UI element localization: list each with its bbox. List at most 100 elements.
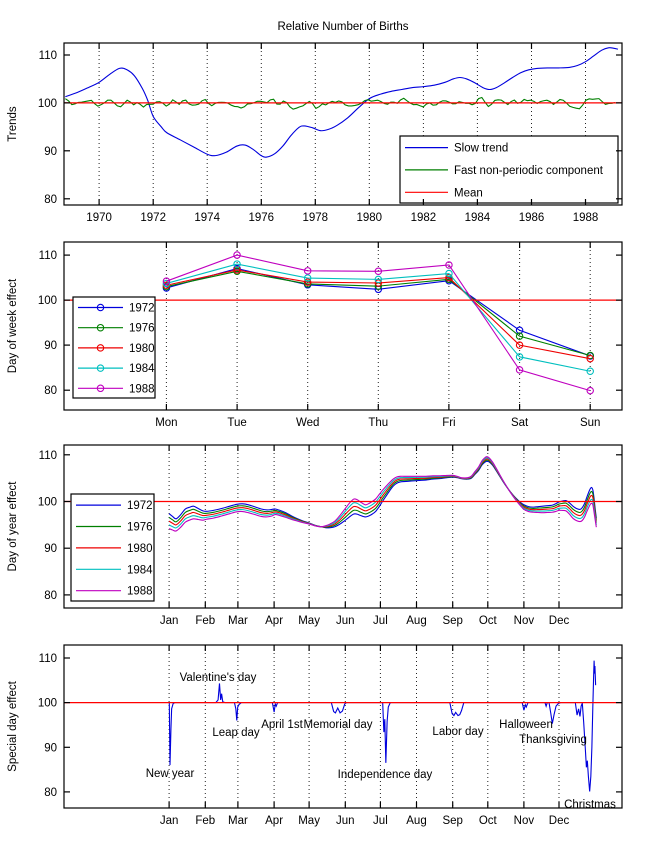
xtick-label-1982: 1982	[411, 212, 437, 224]
ytick-label: 80	[44, 590, 57, 602]
annotation-new-year: New year	[146, 768, 195, 780]
figure-title: Relative Number of Births	[277, 21, 408, 33]
ylabel-3: Day of year effect	[7, 481, 19, 572]
xtick-label-May: May	[298, 815, 320, 827]
xtick-label-Oct: Oct	[479, 815, 498, 827]
axes-frame	[63, 444, 623, 609]
xtick-label-1980: 1980	[357, 212, 383, 224]
xtick-label-Feb: Feb	[195, 615, 215, 627]
xtick-label-Dec: Dec	[549, 615, 570, 627]
xtick-label-Thu: Thu	[368, 417, 388, 429]
xtick-label-Dec: Dec	[549, 815, 570, 827]
marker-1988	[374, 267, 383, 276]
xtick-label-1976: 1976	[249, 212, 275, 224]
xtick-label-Apr: Apr	[265, 615, 283, 627]
ytick-label: 100	[38, 295, 57, 307]
series-fast-non-periodic-component	[65, 96, 616, 110]
ylabel-2: Day of week effect	[7, 278, 19, 373]
axes-frame	[63, 42, 623, 206]
xtick-label-1986: 1986	[519, 212, 545, 224]
marker-1980	[233, 266, 241, 274]
legend-label-1984: 1984	[129, 363, 155, 375]
marker-1988	[233, 251, 241, 259]
annotation-halloween: Halloween	[499, 719, 553, 731]
legend-label-1976: 1976	[127, 522, 153, 534]
xtick-label-1988: 1988	[573, 212, 599, 224]
xtick-label-Jan: Jan	[160, 615, 179, 627]
series-1972	[168, 460, 597, 529]
series-1988	[166, 254, 591, 392]
legend: 1972 1976 1980 1984 1988	[70, 493, 155, 602]
ytick-label: 90	[44, 146, 57, 158]
ylabel-4: Special day effect	[7, 680, 19, 771]
xtick-label-Nov: Nov	[514, 615, 535, 627]
xtick-label-Aug: Aug	[406, 815, 426, 827]
annotation-labor-day: Labor day	[432, 726, 483, 738]
marker-1984	[374, 275, 383, 284]
ytick-label: 80	[44, 194, 57, 206]
ytick-label: 100	[38, 98, 57, 110]
legend: Slow trend Fast non-periodic component Mea…	[399, 135, 619, 204]
legend-marker-1976	[96, 323, 105, 332]
legend-marker-1980	[96, 344, 105, 352]
xtick-label-Sun: Sun	[580, 417, 600, 429]
legend-marker-1984	[96, 364, 105, 372]
xtick-label-1984: 1984	[465, 212, 491, 224]
legend-label-1976: 1976	[129, 323, 155, 335]
annotation-memorial-day: Memorial day	[303, 719, 372, 731]
marker-1984	[515, 353, 524, 361]
legend-label-fast-non-periodic-component: Fast non-periodic component	[454, 165, 604, 177]
xtick-label-Jul: Jul	[373, 815, 388, 827]
marker-1980	[303, 278, 312, 286]
annotation-christmas: Christmas	[564, 799, 616, 811]
xtick-label-Jun: Jun	[336, 815, 355, 827]
ytick-label: 100	[38, 497, 57, 509]
legend: 1972 1976 1980 1984 1988	[72, 296, 156, 399]
series-1984	[168, 457, 597, 529]
annotation-april-1st: April 1st	[261, 719, 303, 731]
xtick-label-Feb: Feb	[195, 815, 215, 827]
xtick-label-Mar: Mar	[228, 815, 248, 827]
marker-1980	[515, 341, 524, 349]
xtick-label-Sep: Sep	[442, 615, 462, 627]
ytick-label: 80	[44, 787, 57, 799]
series-1984	[166, 263, 591, 372]
marker-1976	[515, 332, 524, 340]
marker-1984	[586, 367, 594, 376]
marker-1984	[162, 279, 171, 288]
marker-1988	[586, 386, 594, 395]
ytick-label: 110	[39, 50, 57, 62]
series-1976	[168, 459, 597, 528]
legend-label-1988: 1988	[127, 586, 153, 598]
xtick-label-Jun: Jun	[336, 615, 355, 627]
ytick-label: 110	[39, 653, 57, 665]
xtick-label-Jul: Jul	[373, 615, 388, 627]
marker-1988	[162, 277, 171, 285]
ytick-label: 100	[38, 698, 57, 710]
legend-label-1988: 1988	[129, 383, 155, 395]
subplot-2: 1972 1976 1980 1984 1988 80 90 100 110 Mon Tue Wed T…	[7, 241, 623, 429]
legend-label-1972: 1972	[129, 303, 155, 315]
annotation-leap-day: Leap day	[212, 727, 260, 739]
xtick-label-Jan: Jan	[160, 815, 179, 827]
ytick-label: 110	[39, 450, 57, 462]
annotation-independence-day: Independence day	[338, 769, 433, 781]
legend-label-1980: 1980	[127, 543, 153, 555]
marker-1984	[233, 260, 241, 268]
series-1980	[168, 458, 597, 528]
xtick-label-Wed: Wed	[296, 417, 319, 429]
marker-1988	[303, 267, 312, 275]
xtick-label-Sep: Sep	[442, 815, 462, 827]
series-slow-trend	[65, 47, 619, 158]
legend-label-slow-trend: Slow trend	[454, 143, 508, 155]
xtick-label-Apr: Apr	[265, 815, 283, 827]
xtick-label-Oct: Oct	[479, 615, 498, 627]
annotation-valentine-s-day: Valentine's day	[180, 672, 257, 684]
subplot-1: Slow trend Fast non-periodic component Mea…	[7, 21, 623, 224]
xtick-label-1972: 1972	[140, 212, 166, 224]
legend-label-1984: 1984	[127, 564, 153, 576]
annotation-thanksgiving: Thanksgiving	[519, 734, 587, 746]
